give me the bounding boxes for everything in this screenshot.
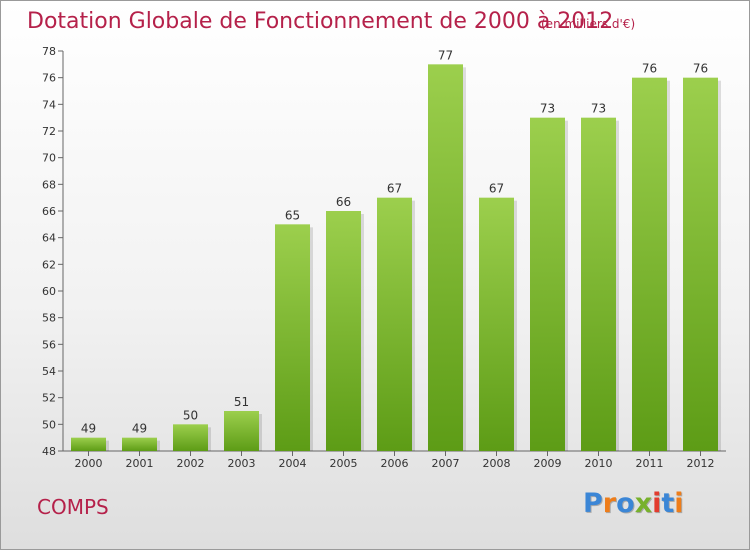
bar-value-label: 76: [693, 62, 708, 76]
x-tick-label: 2006: [381, 457, 409, 470]
x-tick-label: 2004: [279, 457, 307, 470]
bar-2002: [173, 424, 208, 451]
logo-letter: o: [616, 488, 635, 519]
bar-value-label: 77: [438, 48, 453, 62]
commune-name: COMPS: [37, 495, 109, 519]
x-tick-label: 2000: [75, 457, 103, 470]
bar-value-label: 65: [285, 208, 300, 222]
x-tick-label: 2011: [636, 457, 664, 470]
logo-letter: i: [674, 488, 684, 519]
bar-2010: [581, 117, 616, 452]
bar-2000: [71, 437, 106, 451]
y-tick-label: 72: [42, 125, 56, 138]
logo-letter: i: [652, 488, 662, 519]
y-tick-label: 60: [42, 285, 56, 298]
y-tick-label: 68: [42, 178, 56, 191]
bar-value-label: 76: [642, 62, 657, 76]
bar-value-label: 73: [591, 102, 606, 116]
x-tick-label: 2008: [483, 457, 511, 470]
bar-value-label: 49: [81, 422, 96, 436]
bar-2009: [530, 117, 565, 452]
y-tick-label: 64: [42, 232, 56, 245]
x-tick-label: 2009: [534, 457, 562, 470]
proxiti-logo[interactable]: Proxiti: [583, 488, 684, 519]
y-tick-label: 50: [42, 418, 56, 431]
y-tick-label: 54: [42, 365, 56, 378]
x-tick-label: 2010: [585, 457, 613, 470]
logo-letter: P: [583, 488, 603, 519]
x-tick-label: 2007: [432, 457, 460, 470]
bar-value-label: 67: [489, 182, 504, 196]
bar-2012: [683, 77, 718, 452]
x-tick-label: 2012: [687, 457, 715, 470]
bar-2007: [428, 64, 463, 452]
y-tick-label: 66: [42, 205, 56, 218]
bar-2011: [632, 77, 667, 452]
x-tick-label: 2003: [228, 457, 256, 470]
y-tick-label: 62: [42, 258, 56, 271]
bar-2006: [377, 197, 412, 451]
x-tick-label: 2005: [330, 457, 358, 470]
y-tick-label: 78: [42, 45, 56, 58]
y-tick-label: 52: [42, 392, 56, 405]
y-tick-label: 70: [42, 152, 56, 165]
bar-value-label: 73: [540, 102, 555, 116]
bar-value-label: 67: [387, 182, 402, 196]
bar-value-label: 51: [234, 395, 249, 409]
y-tick-label: 58: [42, 312, 56, 325]
logo-letter: x: [634, 488, 653, 519]
bar-value-label: 49: [132, 422, 147, 436]
logo-letter: r: [602, 488, 617, 519]
chart-subtitle: (en milliers d'€): [541, 17, 636, 31]
bar-2005: [326, 211, 361, 451]
bar-value-label: 50: [183, 408, 198, 422]
bar-2004: [275, 224, 310, 451]
y-tick-label: 56: [42, 338, 56, 351]
bar-value-label: 66: [336, 195, 351, 209]
y-tick-label: 48: [42, 445, 56, 458]
x-tick-label: 2002: [177, 457, 205, 470]
y-tick-label: 74: [42, 98, 56, 111]
y-tick-label: 76: [42, 72, 56, 85]
bar-2003: [224, 411, 259, 451]
x-tick-label: 2001: [126, 457, 154, 470]
logo-letter: t: [661, 488, 675, 519]
bar-2001: [122, 437, 157, 451]
chart-title: Dotation Globale de Fonctionnement de 20…: [27, 9, 614, 34]
bar-2008: [479, 197, 514, 451]
